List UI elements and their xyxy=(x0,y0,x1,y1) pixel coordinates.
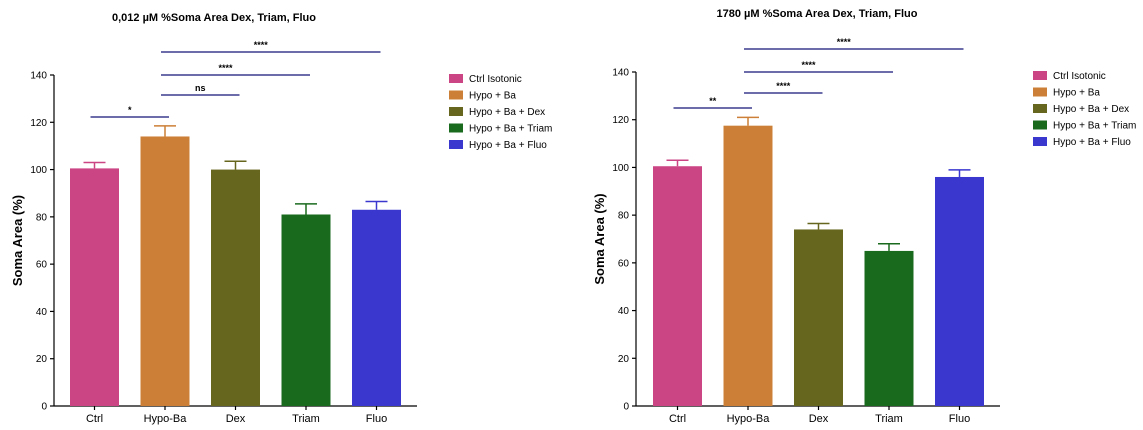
y-tick-label: 80 xyxy=(36,212,48,223)
legend-swatch xyxy=(1033,71,1047,80)
y-tick-label: 120 xyxy=(30,118,47,129)
legend-entry: Hypo + Ba + Dex xyxy=(469,107,545,118)
legend-entry: Hypo + Ba + Triam xyxy=(469,124,552,135)
legend-entry: Hypo + Ba + Triam xyxy=(1053,121,1136,132)
chart-2: 1780 µM %Soma Area Dex, Triam, Fluo 0 20 40… xyxy=(592,8,1136,425)
y-axis-label: Soma Area (%) xyxy=(10,195,25,286)
legend-swatch xyxy=(1033,104,1047,113)
bar-fluo xyxy=(935,176,984,406)
significance-label: **** xyxy=(776,81,791,91)
bar-dex xyxy=(211,169,260,406)
y-tick-label: 0 xyxy=(623,402,629,413)
x-tick-label: Triam xyxy=(292,413,320,425)
bar-ctrl xyxy=(70,168,119,406)
legend-entry: Ctrl Isotonic xyxy=(1053,71,1106,82)
y-tick-label: 20 xyxy=(36,354,48,365)
legend-entry: Hypo + Ba + Fluo xyxy=(1053,137,1131,148)
x-tick-label: Hypo-Ba xyxy=(144,413,188,425)
legend-swatch xyxy=(449,140,463,149)
significance-label: **** xyxy=(837,37,852,47)
legend-swatch xyxy=(1033,87,1047,97)
x-tick-label: Dex xyxy=(226,413,246,425)
significance-label: ns xyxy=(195,83,206,93)
y-tick-label: 40 xyxy=(36,307,48,318)
legend-entry: Hypo + Ba xyxy=(469,91,516,102)
significance-label: **** xyxy=(801,60,816,70)
legend-swatch xyxy=(449,107,463,116)
significance-label: **** xyxy=(218,63,233,73)
chart-title: 0,012 µM %Soma Area Dex, Triam, Fluo xyxy=(112,12,316,24)
chart-1: 0,012 µM %Soma Area Dex, Triam, Fluo 0 20 4… xyxy=(10,12,552,425)
y-tick-label: 120 xyxy=(612,115,629,126)
x-tick-label: Fluo xyxy=(949,413,970,425)
bar-triam xyxy=(281,214,331,406)
x-tick-label: Hypo-Ba xyxy=(727,413,771,425)
y-tick-label: 0 xyxy=(41,402,47,413)
legend-swatch xyxy=(449,74,463,83)
y-tick-label: 60 xyxy=(36,260,48,271)
y-tick-label: 140 xyxy=(612,68,629,79)
significance-label: **** xyxy=(254,40,269,50)
legend-entry: Hypo + Ba xyxy=(1053,88,1100,99)
x-tick-label: Ctrl xyxy=(86,413,103,425)
y-tick-label: 80 xyxy=(618,211,630,222)
x-tick-label: Fluo xyxy=(366,413,387,425)
bar-triam xyxy=(864,250,914,406)
x-tick-label: Dex xyxy=(809,413,829,425)
legend-entry: Ctrl Isotonic xyxy=(469,74,522,85)
legend-entry: Hypo + Ba + Dex xyxy=(1053,104,1129,115)
y-axis-label: Soma Area (%) xyxy=(592,193,607,284)
y-tick-label: 20 xyxy=(618,354,630,365)
y-tick-label: 140 xyxy=(30,71,47,82)
y-tick-label: 100 xyxy=(30,165,47,176)
legend-swatch xyxy=(449,123,463,133)
bar-hypo-ba xyxy=(140,136,190,406)
legend-entry: Hypo + Ba + Fluo xyxy=(469,140,547,151)
significance-label: * xyxy=(128,105,132,115)
y-tick-label: 60 xyxy=(618,258,630,269)
bar-ctrl xyxy=(653,166,702,406)
bar-hypo-ba xyxy=(723,125,773,406)
x-tick-label: Triam xyxy=(875,413,903,425)
bar-dex xyxy=(794,229,843,406)
chart-title: 1780 µM %Soma Area Dex, Triam, Fluo xyxy=(717,8,918,20)
legend-swatch xyxy=(1033,137,1047,146)
legend-swatch xyxy=(449,90,463,100)
significance-label: ** xyxy=(709,96,717,106)
bar-fluo xyxy=(352,209,401,406)
legend-swatch xyxy=(1033,120,1047,130)
y-tick-label: 100 xyxy=(612,163,629,174)
y-tick-label: 40 xyxy=(618,306,630,317)
x-tick-label: Ctrl xyxy=(669,413,686,425)
